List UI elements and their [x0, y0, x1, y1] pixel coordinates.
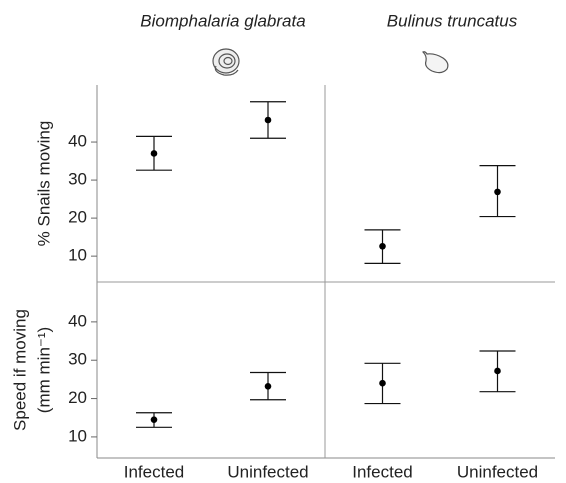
- mean-point: [264, 116, 272, 124]
- y-tick-label: 20: [68, 388, 87, 407]
- y-tick-label: 30: [68, 170, 87, 189]
- y-axis-label: % Snails moving: [34, 121, 53, 247]
- x-tick-label: Infected: [352, 462, 413, 481]
- y-tick-label: 40: [68, 311, 87, 330]
- y-tick-label: 20: [68, 208, 87, 227]
- mean-point: [494, 367, 501, 375]
- y-axis-label: Speed if moving: [10, 309, 29, 431]
- x-tick-label: Uninfected: [457, 462, 538, 481]
- panel-title: Bulinus truncatus: [387, 11, 518, 30]
- mean-point: [379, 242, 386, 250]
- x-tick-label: Infected: [124, 462, 185, 481]
- panel-title: Biomphalaria glabrata: [140, 11, 305, 30]
- y-axis-label: (mm min⁻¹): [34, 327, 53, 413]
- y-tick-label: 10: [68, 246, 87, 265]
- mean-point: [264, 382, 272, 390]
- y-tick-label: 10: [68, 426, 87, 445]
- snail-icon: [212, 48, 240, 76]
- x-tick-label: Uninfected: [227, 462, 308, 481]
- y-tick-label: 40: [68, 132, 87, 151]
- snail-icon: [421, 51, 449, 74]
- mean-point: [150, 150, 158, 157]
- y-tick-label: 30: [68, 350, 87, 369]
- mean-point: [379, 379, 386, 387]
- mean-point: [494, 188, 501, 196]
- mean-point: [150, 416, 158, 423]
